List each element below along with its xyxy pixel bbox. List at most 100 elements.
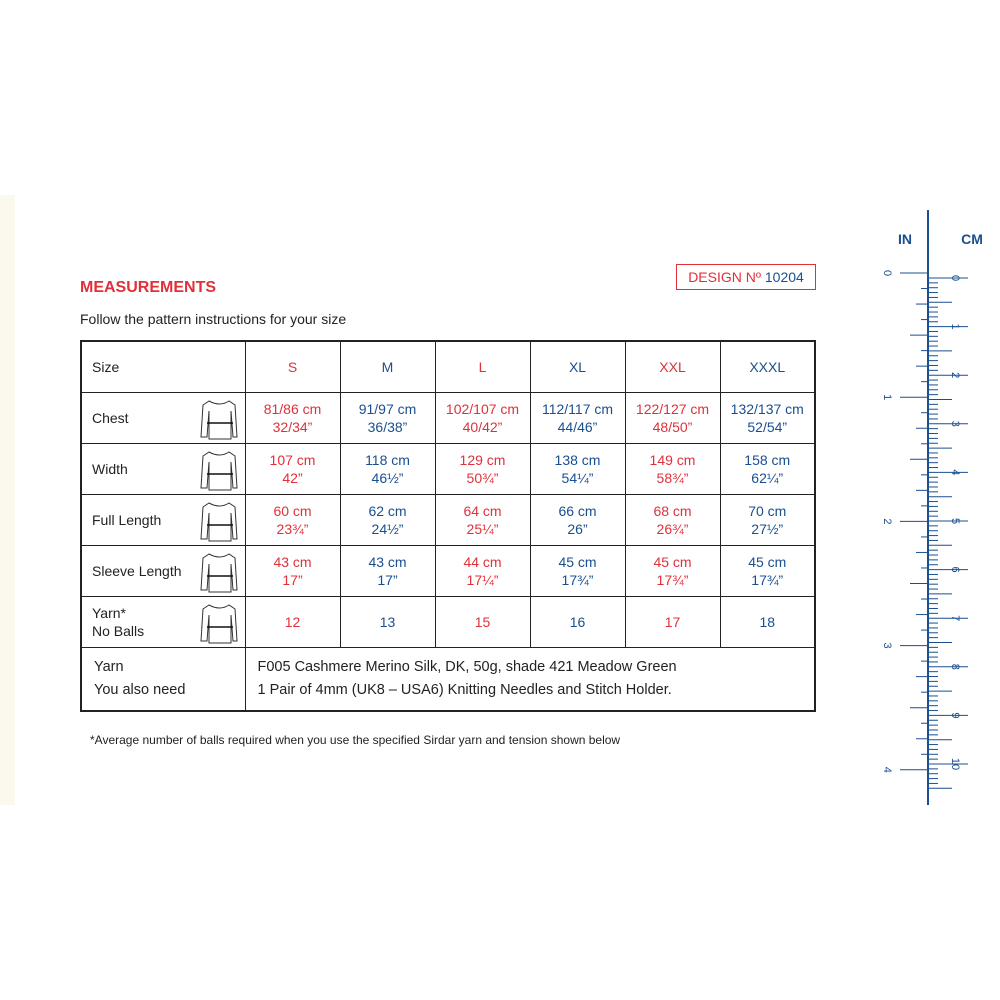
cm-number: 9 [949,712,961,718]
measurement-table: Size S M L XL XXL XXXL Chest 81/86 cm 32/34” 91/97… [80,340,816,712]
yarn-row: Yarn You also need F005 Cashmere Merino Si… [80,647,816,712]
cell-line: 26” [567,521,588,537]
cell: 45 cm 17¾” [529,545,626,597]
cell-line: 107 cm [269,452,316,468]
cell: 158 cm 62¼” [719,443,816,495]
inch-number: 4 [881,767,893,773]
cm-number: 4 [949,469,961,475]
cm-number: 0 [949,275,961,281]
cm-number: 5 [949,518,961,524]
cell-line: 112/117 cm [541,401,614,417]
cell: 129 cm 50¾” [434,443,531,495]
cell: 138 cm 54¼” [529,443,626,495]
cell: 12 [244,596,341,648]
cell-line: 50¾” [466,470,499,486]
design-box: DESIGN Nº 10204 [676,264,816,290]
cell-line: 24½” [371,521,404,537]
size-header: L [434,340,531,393]
cm-number: 8 [949,664,961,670]
cell-line: 17” [377,572,398,588]
cell-line: 52/54” [747,419,788,435]
cell-line: 23¾” [276,521,309,537]
ruler: IN CM 0 1 2 3 4 0 1 2 3 4 5 6 7 8 9 10 [881,210,983,805]
cell-line: 27½” [751,521,784,537]
design-label: DESIGN Nº [688,269,761,285]
label-line: Sleeve Length [92,563,182,579]
label-line: Yarn* [92,605,126,621]
cm-number: 3 [949,421,961,427]
cell-line: 43 cm [273,554,312,570]
cm-number: 2 [949,372,961,378]
cell-line: 17 [664,614,681,630]
cell-line: 102/107 cm [445,401,520,417]
cell: 68 cm 26¾” [624,494,721,546]
cell-line: 138 cm [554,452,601,468]
yarn-label: Yarn [94,659,124,675]
cell: 122/127 cm 48/50” [624,392,721,444]
cell-line: 149 cm [649,452,696,468]
cm-number: 6 [949,567,961,573]
cell: 13 [339,596,436,648]
table-row: Chest 81/86 cm 32/34” 91/97 cm 36/38” 102/107… [80,392,816,444]
label-line: No Balls [92,623,145,639]
cell-line: 62¼” [751,470,784,486]
label-line: Width [92,461,128,477]
cell: 44 cm 17¼” [434,545,531,597]
cell-line: 122/127 cm [635,401,710,417]
cell-line: 44/46” [557,419,598,435]
cell-line: 45 cm [653,554,692,570]
cell: 43 cm 17” [244,545,341,597]
cell-line: 42” [282,470,303,486]
cell-line: 132/137 cm [730,401,804,417]
inch-number: 0 [881,270,893,276]
cell: 81/86 cm 32/34” [244,392,341,444]
cell-line: 64 cm [463,503,502,519]
cm-number: 1 [949,324,961,330]
cm-number: 7 [949,615,961,621]
cell: 45 cm 17¾” [624,545,721,597]
cell-line: 44 cm [463,554,502,570]
row-label: Sleeve Length [80,545,246,597]
yarn-label: You also need [94,682,186,698]
in-label: IN [898,231,912,247]
inch-number: 1 [881,394,893,400]
row-label: Chest [80,392,246,444]
cell-line: 58¾” [656,470,689,486]
cell-line: 17¾” [656,572,689,588]
label-line: Chest [92,410,129,426]
cell: 66 cm 26” [529,494,626,546]
cell-line: 15 [474,614,491,630]
header-row: Size S M L XL XXL XXXL [80,340,816,393]
footnote: *Average number of balls required when y… [90,733,621,747]
garment-icon [199,553,238,593]
cell-line: 12 [284,614,301,630]
cell: 107 cm 42” [244,443,341,495]
inch-number: 3 [881,643,893,649]
garment-icon [199,451,238,491]
cell-line: 16 [569,614,586,630]
garment-icon [199,502,238,542]
cell-line: 62 cm [368,503,407,519]
yarn-line: 1 Pair of 4mm (UK8 – USA6) Knitting Need… [257,682,672,698]
cell: 60 cm 23¾” [244,494,341,546]
cell-line: 26¾” [656,521,689,537]
row-label: Size [80,340,246,393]
margin-strip [0,195,15,805]
cell-line: 46½” [371,470,404,486]
yarn-line: F005 Cashmere Merino Silk, DK, 50g, shad… [257,659,677,675]
cell: 70 cm 27½” [719,494,816,546]
cell: 102/107 cm 40/42” [434,392,531,444]
garment-icon [199,604,238,644]
table-row: Yarn* No Balls 12 13 15 16 17 18 [80,596,816,648]
cell: 118 cm 46½” [339,443,436,495]
cell-line: 48/50” [652,419,693,435]
cell: 43 cm 17” [339,545,436,597]
cell: 112/117 cm 44/46” [529,392,626,444]
cm-label: CM [961,231,983,247]
cell: 132/137 cm 52/54” [719,392,816,444]
cell-line: 43 cm [368,554,407,570]
cell: 64 cm 25¼” [434,494,531,546]
cell-line: 129 cm [459,452,506,468]
cell-line: 40/42” [462,419,503,435]
